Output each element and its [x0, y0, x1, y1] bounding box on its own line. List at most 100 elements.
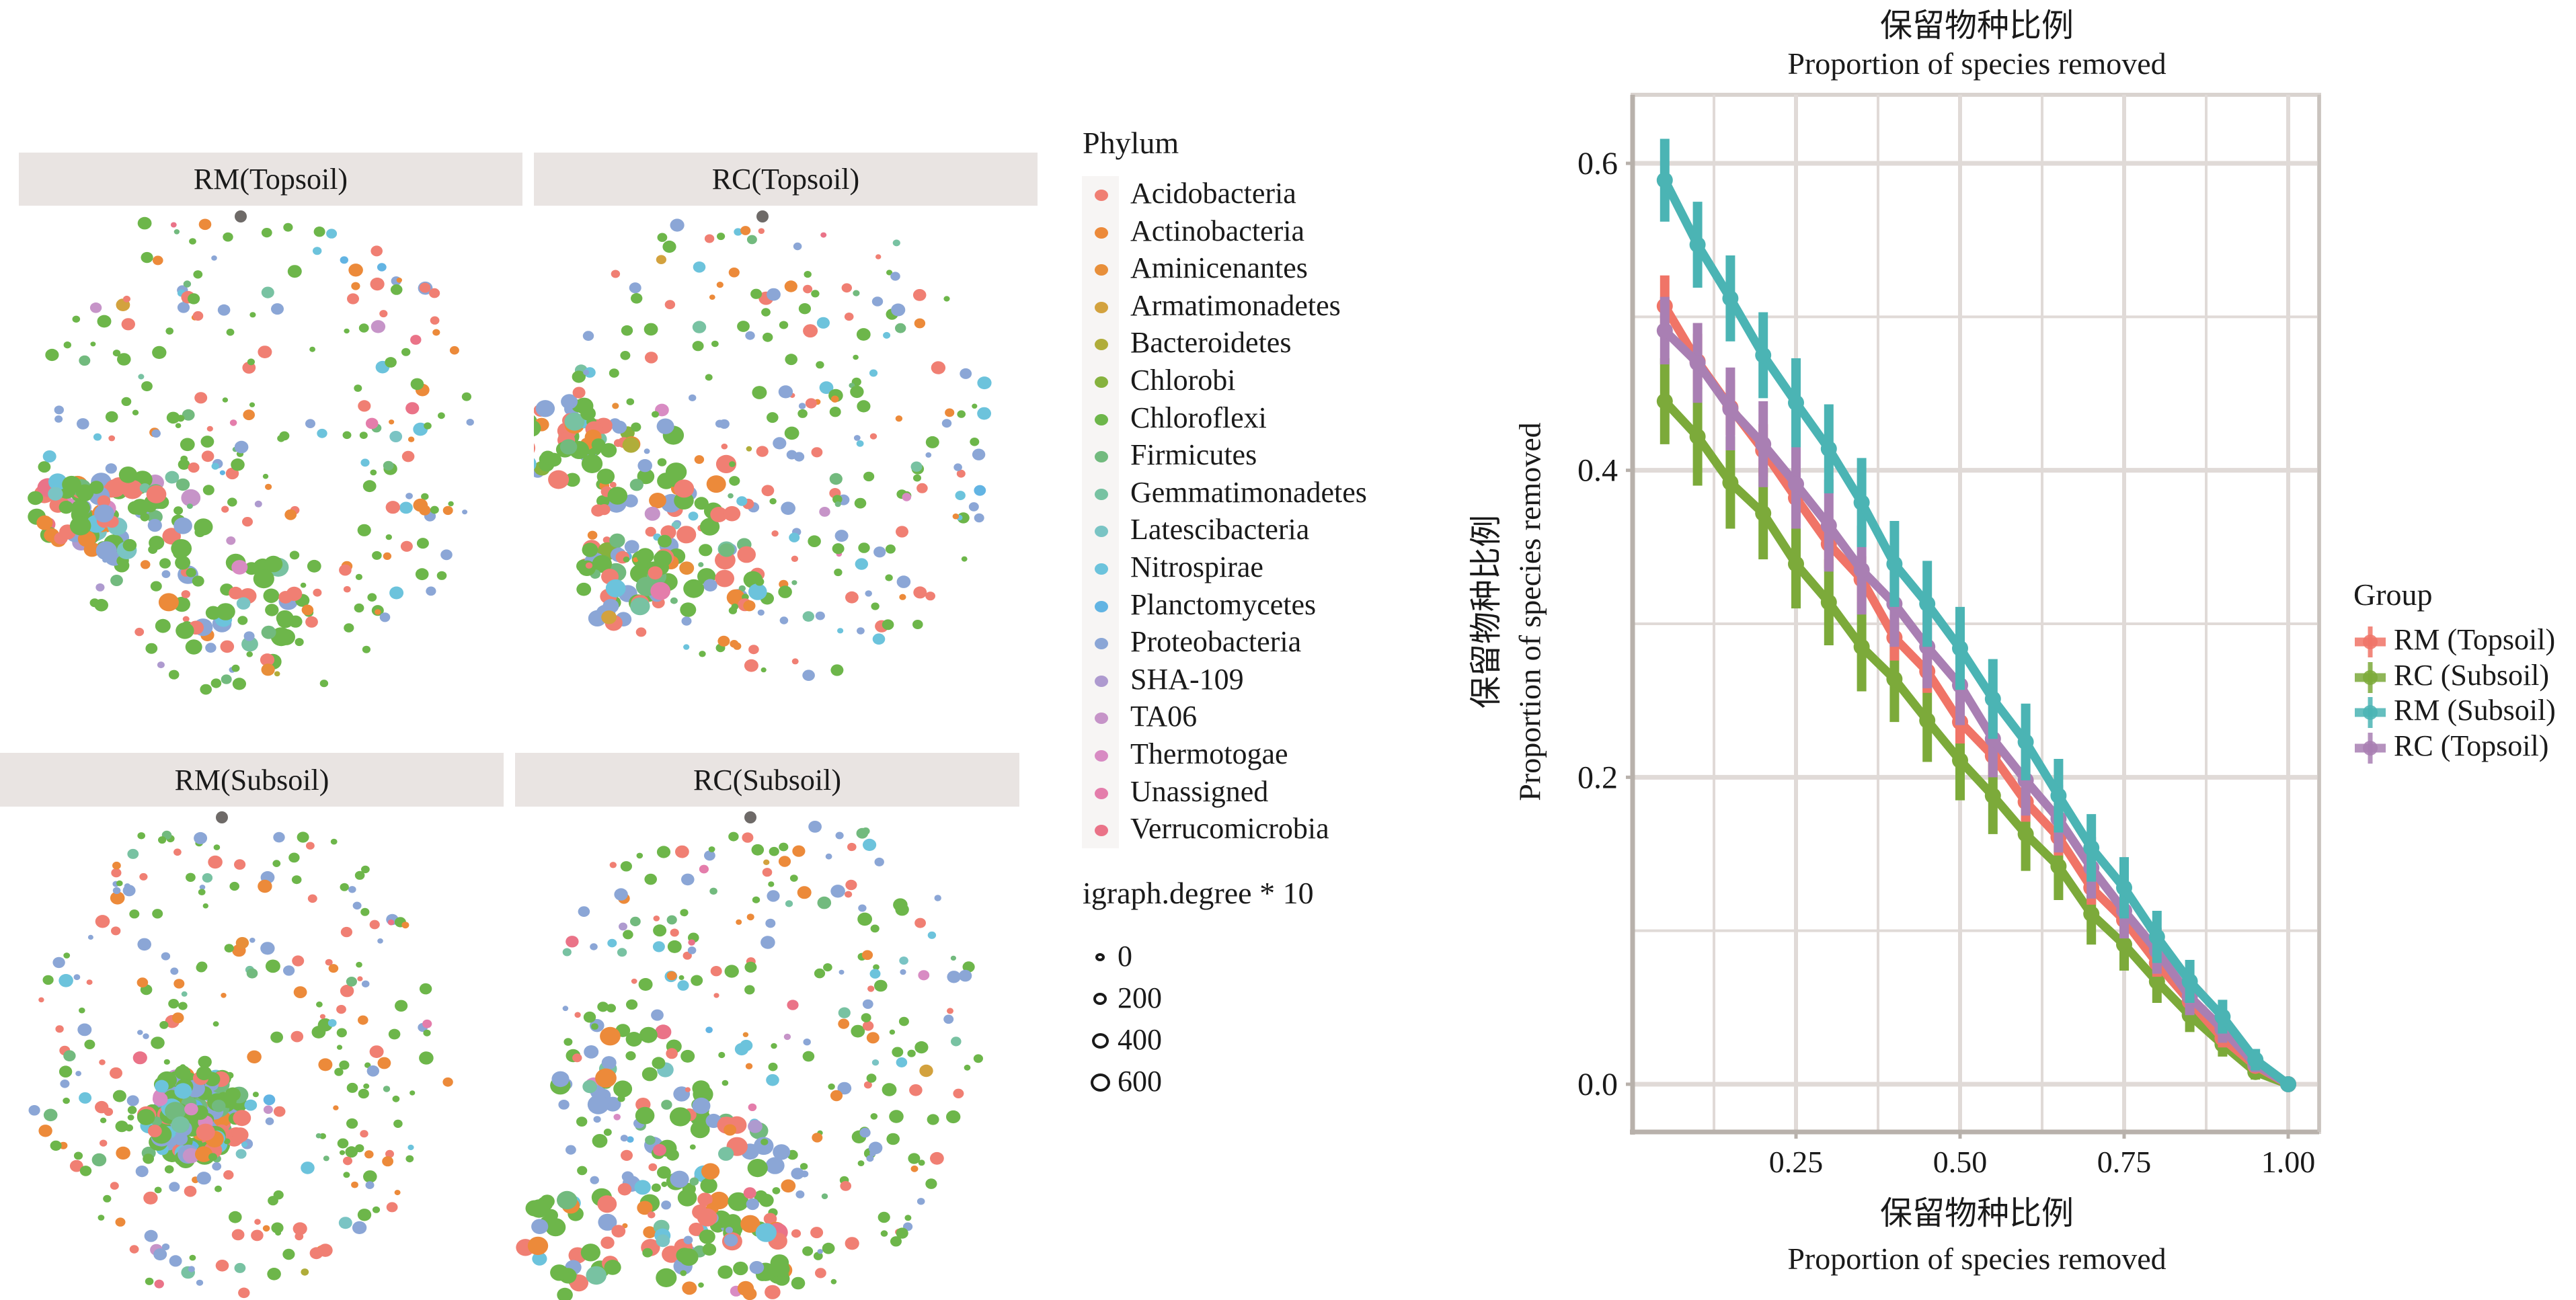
network-node	[116, 1146, 130, 1160]
network-node	[581, 454, 603, 473]
network-node	[703, 579, 717, 592]
axes: 0.0 0.2 0.4 0.6 0.25 0.50 0.75 1.00	[1577, 95, 2321, 1179]
network-node	[596, 469, 615, 485]
network-node	[709, 294, 715, 300]
network-node	[857, 912, 872, 926]
network-node	[880, 1230, 888, 1237]
network-node	[243, 631, 255, 641]
network-node	[746, 235, 757, 245]
network-node	[580, 1244, 600, 1262]
network-node	[717, 1265, 733, 1279]
network-node	[75, 1071, 81, 1077]
network-node	[670, 1170, 689, 1188]
network-node	[388, 1028, 401, 1040]
network-node	[244, 562, 259, 575]
network-node	[241, 637, 258, 652]
data-point	[2181, 973, 2198, 990]
network-node	[532, 1252, 547, 1266]
network-node	[791, 1229, 802, 1238]
network-node	[728, 606, 738, 614]
network-node	[148, 545, 158, 554]
phylum-legend-label: Planctomycetes	[1130, 587, 1317, 621]
network-node	[382, 1156, 393, 1167]
network-node	[200, 436, 214, 448]
network-node	[377, 938, 383, 944]
network-node	[393, 1119, 403, 1128]
network-node	[319, 1014, 325, 1019]
network-node	[584, 1045, 599, 1059]
facet-label: RC(Subsoil)	[693, 763, 842, 797]
network-node	[370, 469, 377, 476]
network-node	[38, 1125, 52, 1137]
network-node	[859, 1127, 871, 1138]
network-node	[841, 283, 852, 293]
network-node	[224, 944, 234, 952]
phylum-legend-label: TA06	[1130, 700, 1198, 733]
size-legend-label: 600	[1118, 1065, 1162, 1098]
network-node	[317, 428, 327, 438]
network-node	[778, 585, 792, 598]
network-node	[147, 519, 162, 532]
network-node	[405, 1155, 414, 1163]
network-node	[235, 937, 249, 949]
network-node	[337, 1138, 349, 1149]
network-node	[359, 432, 368, 439]
network-node	[182, 616, 190, 622]
network-node	[658, 534, 672, 548]
network-node	[272, 860, 281, 867]
network-node	[834, 568, 843, 577]
network-node	[407, 1144, 414, 1151]
phylum-legend-label: Aminicenantes	[1130, 251, 1308, 285]
network-node	[765, 1285, 781, 1299]
network-node	[973, 1054, 983, 1063]
network-node	[840, 1181, 851, 1191]
network-node	[964, 1064, 971, 1071]
network-node	[605, 579, 626, 598]
network-node	[529, 1199, 549, 1218]
network-node	[231, 664, 240, 672]
network-node	[652, 1057, 666, 1069]
network-node	[132, 409, 139, 415]
network-node	[28, 1105, 40, 1116]
network-node	[867, 985, 875, 992]
data-point	[1722, 474, 1739, 491]
network-node	[182, 1148, 200, 1164]
network-node	[873, 964, 880, 971]
network-node	[173, 848, 182, 856]
network-node	[649, 493, 666, 509]
network-node	[830, 664, 844, 676]
network-node	[811, 447, 823, 458]
network-node	[817, 1249, 823, 1254]
network-node	[644, 352, 658, 364]
network-node	[157, 661, 165, 669]
network-node	[869, 369, 878, 377]
network-node	[52, 957, 65, 969]
network-node	[274, 671, 280, 677]
data-point	[1853, 494, 1870, 511]
network-node	[319, 680, 329, 688]
network-node	[292, 955, 305, 967]
network-node	[670, 218, 685, 232]
network-node	[152, 1092, 168, 1106]
network-node	[95, 541, 117, 561]
network-node	[593, 1116, 601, 1123]
group-legend-key	[2355, 697, 2386, 728]
network-node	[362, 645, 370, 653]
data-point	[1656, 393, 1673, 409]
data-point	[2280, 1076, 2296, 1092]
grid	[1631, 93, 2321, 1134]
network-node	[784, 426, 799, 440]
data-point	[1755, 347, 1772, 364]
network-node	[737, 546, 756, 563]
network-node	[140, 560, 151, 569]
network-node	[363, 1083, 370, 1089]
data-point	[1689, 428, 1706, 445]
network-node	[295, 1232, 304, 1241]
network-node	[602, 536, 611, 544]
network-node	[90, 341, 96, 347]
network-node	[689, 1177, 699, 1186]
network-node	[886, 270, 893, 276]
network-node	[58, 1065, 73, 1078]
network-node	[803, 284, 813, 294]
network-node	[387, 919, 395, 926]
